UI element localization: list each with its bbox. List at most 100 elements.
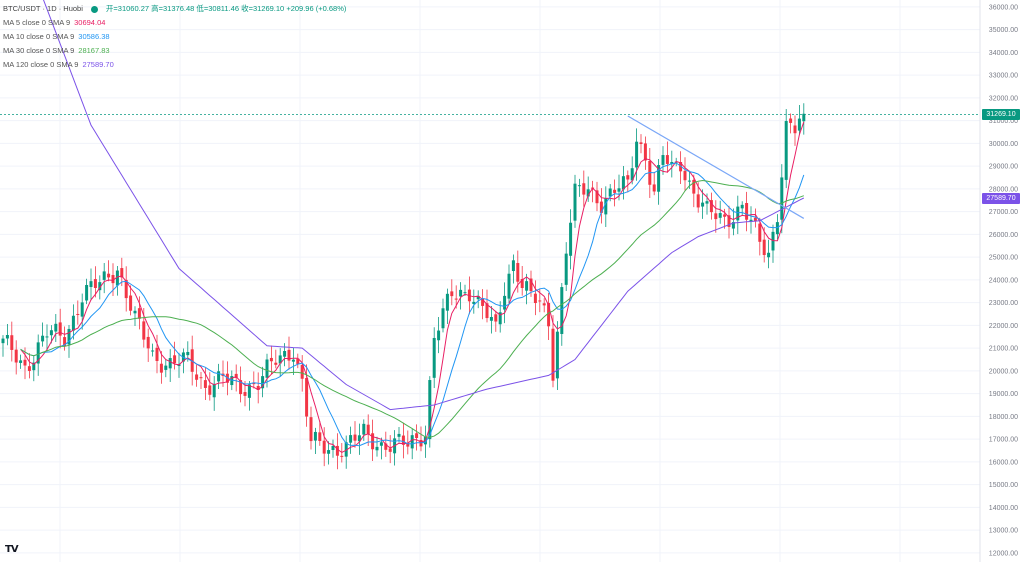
indicator-ma5[interactable]: MA 5 close 0 SMA 9 30694.04 [3,16,346,30]
candle-body [767,252,771,258]
y-tick-label: 29000.00 [989,164,1018,171]
candle-body [476,295,480,300]
candle-body [283,351,287,357]
candle-body [331,445,335,451]
candle-body [410,435,414,449]
candle-body [41,335,45,342]
candle-body [362,423,366,435]
candle-body [278,355,282,364]
chart-legend: BTC/USDT · 1D · Huobi 开=31060.27 高=31376… [3,2,346,72]
candle-body [401,435,405,445]
candle-body [212,383,216,398]
candle-body [120,268,124,278]
candle-body [173,355,177,364]
candle-body [146,336,150,349]
candle-body [494,314,498,322]
indicator-value: 28167.83 [78,46,110,55]
symbol-title[interactable]: BTC/USDT · 1D · Huobi [3,4,83,13]
y-tick-label: 21000.00 [989,346,1018,353]
trendline [627,115,805,219]
candle-body [309,417,313,442]
y-tick-label: 20000.00 [989,368,1018,375]
candle-body [366,424,370,435]
indicator-label: MA 5 close 0 SMA 9 [3,18,71,27]
candle-body [27,366,31,371]
candle-body [643,143,647,161]
candle-body [406,443,410,447]
candle-body [76,313,80,315]
candle-body [784,121,788,180]
candle-body [397,433,401,437]
moving-average-lines [20,0,805,453]
candle-body [85,284,89,301]
candle-body [93,279,97,288]
candle-body [599,201,603,213]
candle-body [357,435,361,442]
candle-body [762,239,766,256]
y-tick-label: 28000.00 [989,186,1018,193]
y-tick-label: 23000.00 [989,300,1018,307]
candle-body [107,273,111,278]
candlesticks [1,103,806,470]
candle-body [802,113,806,122]
candle-body [19,360,23,363]
candle-body [269,357,273,362]
candle-body [621,176,625,190]
candle-body [318,432,322,441]
candle-body [630,168,634,181]
tradingview-logo[interactable]: TV [5,544,19,555]
y-tick-label: 22000.00 [989,323,1018,330]
candle-body [159,363,163,373]
indicator-label: MA 120 close 0 SMA 9 [3,60,79,69]
candle-body [485,303,489,319]
candle-body [613,189,617,193]
y-tick-label: 25000.00 [989,255,1018,262]
indicator-ma30[interactable]: MA 30 close 0 SMA 9 28167.83 [3,44,346,58]
candle-body [639,142,643,144]
candle-body [463,292,467,294]
candle-body [415,433,419,439]
candle-body [124,279,128,299]
candle-body [239,380,243,395]
candle-body [665,155,669,164]
candle-body [450,291,454,297]
indicator-ma120[interactable]: MA 120 close 0 SMA 9 27589.70 [3,58,346,72]
candle-body [10,335,14,350]
candle-body [261,376,265,389]
candle-body [208,385,212,395]
candle-body [582,183,586,195]
candle-body [608,188,612,197]
candle-body [247,384,251,398]
candle-body [564,253,568,285]
candle-body [498,312,502,325]
candle-body [723,214,727,217]
candle-body [481,298,485,306]
candle-body [71,315,75,331]
candle-body [217,371,221,382]
candle-body [98,282,102,291]
candle-body [54,323,58,332]
candle-body [14,349,18,363]
indicator-ma10[interactable]: MA 10 close 0 SMA 9 30586.38 [3,30,346,44]
y-tick-label: 31000.00 [989,118,1018,125]
candle-body [652,184,656,192]
candle-body [472,301,476,304]
candle-body [573,183,577,221]
candle-body [111,275,115,284]
candle-body [274,362,278,365]
y-tick-label: 32000.00 [989,95,1018,102]
candle-body [454,298,458,300]
candle-body [80,302,84,317]
candle-body [335,445,339,456]
candle-body [327,450,331,454]
candle-body [679,162,683,172]
y-tick-label: 36000.00 [989,4,1018,11]
ma120-price-tag: 27589.70 [982,192,1020,204]
candle-body [661,155,665,165]
candle-body [533,293,537,304]
candle-body [155,347,159,362]
ma-line-30 [20,179,804,438]
indicator-label: MA 10 close 0 SMA 9 [3,32,75,41]
candle-body [507,273,511,299]
